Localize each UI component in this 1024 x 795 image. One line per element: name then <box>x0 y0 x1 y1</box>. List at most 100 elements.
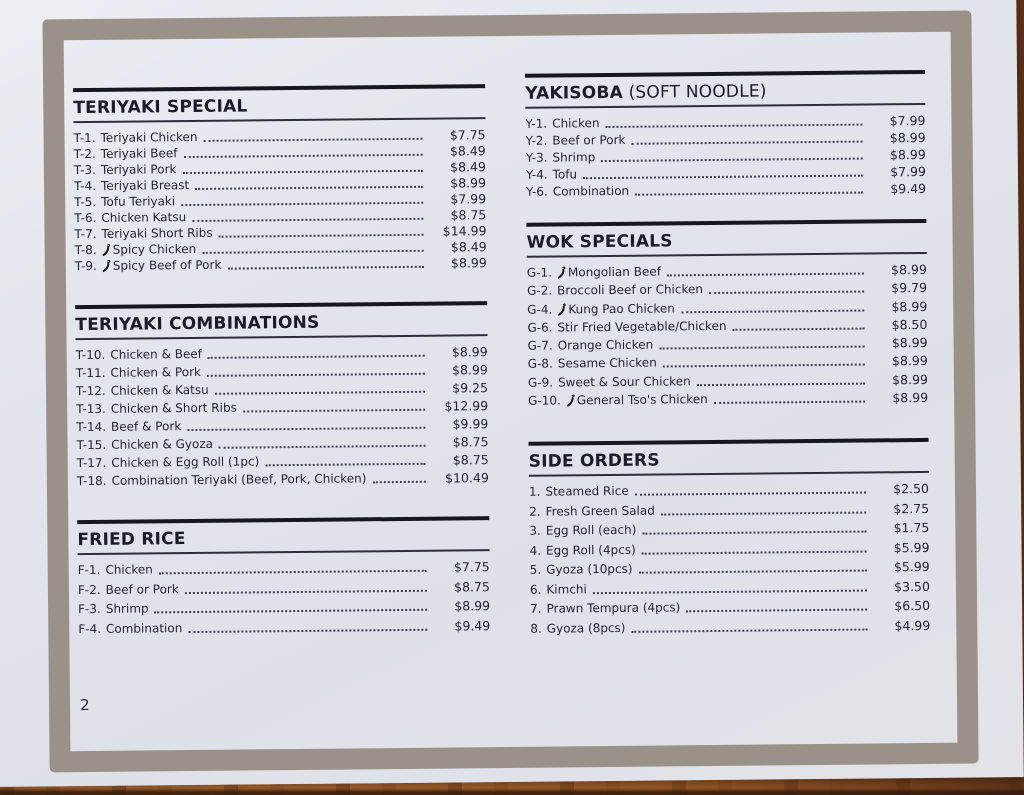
item-code: 7. <box>530 602 542 617</box>
dotted-leader <box>641 550 867 555</box>
item-code: T-13. <box>76 401 106 417</box>
item-code: T-15. <box>76 437 107 453</box>
menu-column-right: YAKISOBA (SOFT NOODLE) Y-1. Chicken $7.9… <box>524 32 932 747</box>
item-code: T-6. <box>74 210 97 226</box>
menu-item-row: T-15. Chicken & Gyoza $8.75 <box>76 434 488 453</box>
item-price: $8.99 <box>889 146 926 163</box>
menu-item-row: 8. Gyoza (8pcs) $4.99 <box>530 617 931 636</box>
item-code: 2. <box>529 504 541 519</box>
menu-item-row: T-8. Spicy Chicken $8.49 <box>74 239 487 258</box>
menu-item-row: F-4. Combination $9.49 <box>78 618 490 636</box>
dotted-leader <box>634 491 867 497</box>
item-code: 6. <box>529 582 542 597</box>
item-name: Egg Roll (each) <box>545 523 637 538</box>
dotted-leader <box>642 530 867 536</box>
menu-item-row: 1. Steamed Rice $2.50 <box>529 481 929 499</box>
menu-item-row: Y-1. Chicken $7.99 <box>525 113 925 131</box>
item-price: $9.79 <box>891 280 928 296</box>
item-price: $10.49 <box>445 470 489 486</box>
item-price: $8.99 <box>891 353 928 369</box>
dotted-leader <box>660 511 867 516</box>
menu-section: SIDE ORDERS 1. Steamed Rice $2.50 2. Fre… <box>528 438 931 642</box>
dotted-leader <box>227 265 424 270</box>
item-price: $7.75 <box>449 127 486 143</box>
section-title-text: YAKISOBA <box>525 82 624 104</box>
menu-column-left: TERIYAKI SPECIAL T-1. Teriyaki Chicken $… <box>73 36 492 751</box>
menu-section: FRIED RICE F-1. Chicken $7.75 F-2. Beef … <box>77 516 490 642</box>
menu-section: TERIYAKI COMBINATIONS T-10. Chicken & Be… <box>75 301 489 493</box>
item-code: 5. <box>529 563 542 578</box>
item-name: Teriyaki Beef <box>100 146 178 161</box>
menu-item-row: F-2. Beef or Pork $8.75 <box>77 578 490 597</box>
item-name: Spicy Beef of Pork <box>112 257 222 273</box>
dotted-leader <box>635 191 864 196</box>
dotted-leader <box>680 309 865 313</box>
dotted-leader <box>242 408 426 413</box>
item-name: Chicken & Short Ribs <box>110 400 237 416</box>
spicy-pepper-icon <box>566 394 575 407</box>
dotted-leader <box>659 345 865 350</box>
menu-item-row: Y-6. Combination $9.49 <box>526 180 927 199</box>
dotted-leader <box>713 400 866 405</box>
dotted-leader <box>154 608 428 614</box>
menu-item-row: T-9. Spicy Beef of Pork $8.99 <box>75 255 487 273</box>
item-name: Chicken <box>105 562 153 577</box>
item-code: T-8. <box>74 242 97 258</box>
item-code: G-6. <box>527 320 553 335</box>
item-price: $6.50 <box>894 598 931 614</box>
menu-item-row: T-2. Teriyaki Beef $8.49 <box>74 143 486 161</box>
item-code: T-7. <box>74 226 97 242</box>
menu-item-row: G-9. Sweet & Sour Chicken $8.99 <box>527 372 928 390</box>
section-underline <box>526 251 927 258</box>
item-price: $5.99 <box>893 559 930 575</box>
item-price: $14.99 <box>442 223 487 239</box>
menu-item-row: G-8. Sesame Chicken $8.99 <box>528 353 928 371</box>
item-name: Combination Teriyaki (Beef, Pork, Chicke… <box>111 471 367 488</box>
section-items: T-1. Teriyaki Chicken $7.75 T-2. Teriyak… <box>73 127 487 273</box>
item-price: $1.75 <box>893 520 930 536</box>
item-code: G-10. <box>528 393 561 408</box>
item-code: 3. <box>529 524 541 539</box>
item-code: G-9. <box>527 375 554 390</box>
dotted-leader <box>206 372 425 377</box>
dotted-leader <box>183 153 423 159</box>
item-code: 4. <box>529 543 542 558</box>
spicy-pepper-icon <box>102 243 111 257</box>
item-name: Shrimp <box>552 150 596 165</box>
item-name: Chicken & Pork <box>110 364 202 380</box>
menu-item-row: T-4. Teriyaki Breast $8.99 <box>74 175 486 193</box>
item-code: F-2. <box>77 582 101 597</box>
item-code: G-1. <box>526 265 553 280</box>
item-name: Chicken <box>552 116 600 131</box>
item-price: $5.99 <box>893 539 930 556</box>
menu-item-row: G-1. Mongolian Beef $8.99 <box>526 262 927 280</box>
item-name: Broccoli Beef or Chicken <box>557 282 704 298</box>
menu-item-row: T-17. Chicken & Egg Roll (1pc) $8.75 <box>77 452 489 470</box>
item-name: Teriyaki Breast <box>100 178 190 193</box>
item-price: $8.75 <box>454 578 490 594</box>
item-name: Chicken & Katsu <box>110 382 209 398</box>
menu-item-row: 4. Egg Roll (4pcs) $5.99 <box>529 539 930 558</box>
item-code: T-1. <box>73 130 96 146</box>
section-items: 1. Steamed Rice $2.50 2. Fresh Green Sal… <box>529 481 931 636</box>
menu-item-row: G-6. Stir Fried Vegetable/Chicken $8.50 <box>527 317 927 335</box>
item-price: $9.99 <box>452 416 489 432</box>
item-code: Y-4. <box>525 167 548 182</box>
item-name: Prawn Tempura (4pcs) <box>546 600 681 616</box>
menu-item-row: T-13. Chicken & Short Ribs $12.99 <box>76 398 488 417</box>
item-price: $9.49 <box>890 180 927 197</box>
section-underline <box>75 334 488 341</box>
dotted-leader <box>638 569 867 575</box>
section-title: TERIYAKI COMBINATIONS <box>75 311 487 335</box>
item-price: $4.99 <box>894 617 931 634</box>
menu-item-row: G-2. Broccoli Beef or Chicken $9.79 <box>527 280 928 298</box>
item-name: Chicken & Egg Roll (1pc) <box>111 454 260 470</box>
menu-item-row: F-3. Shrimp $8.99 <box>78 598 490 616</box>
dotted-leader <box>583 174 863 180</box>
menu-item-row: G-10. General Tso's Chicken $8.99 <box>528 390 928 408</box>
item-price: $8.99 <box>451 344 488 360</box>
item-name: Stir Fried Vegetable/Chicken <box>557 318 727 335</box>
item-price: $8.99 <box>451 362 488 378</box>
item-price: $8.99 <box>889 129 926 146</box>
dotted-leader <box>662 364 865 368</box>
